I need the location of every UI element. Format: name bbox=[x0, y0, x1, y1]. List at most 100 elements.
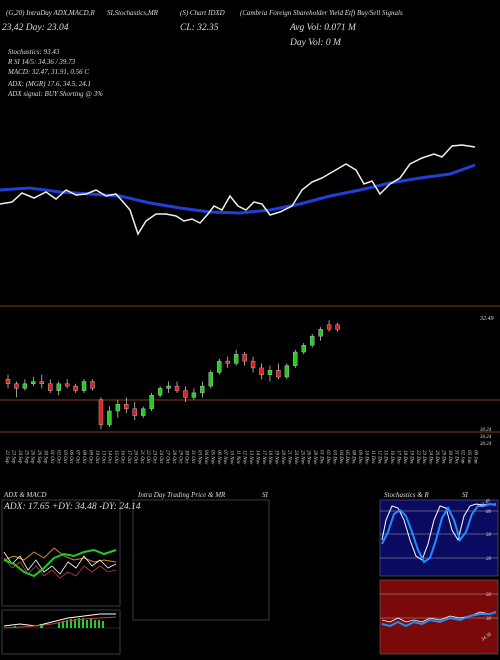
date-tick-label: 10 Oct bbox=[94, 450, 99, 464]
macd-value: MACD: 32.47, 31.91, 0.56 C bbox=[8, 68, 90, 76]
date-tick-label: 02 Dec bbox=[325, 450, 330, 465]
candle-body bbox=[233, 354, 239, 364]
rsi-value: 34.36 bbox=[481, 632, 493, 643]
stoch-level-80: 80 bbox=[486, 510, 492, 515]
candle-body bbox=[293, 351, 298, 366]
date-tick-label: 13 Oct bbox=[100, 450, 105, 464]
candle-body bbox=[48, 383, 53, 391]
stoch-value: 94.49 bbox=[479, 498, 491, 509]
adx-macd-title: ADX & MACD bbox=[4, 491, 47, 499]
candle-body bbox=[31, 381, 36, 385]
date-tick-label: 19 Nov bbox=[274, 450, 279, 465]
date-tick-label: 31 Oct bbox=[190, 450, 195, 464]
date-tick-label: 30 Dec bbox=[447, 450, 452, 465]
support-label-1: 30.24 bbox=[480, 428, 492, 433]
candle-body bbox=[98, 399, 104, 425]
date-tick-label: 06 Oct bbox=[68, 450, 73, 464]
date-tick-label: 23 Dec bbox=[421, 450, 426, 465]
candle-body bbox=[174, 385, 180, 391]
date-tick-label: 09 Dec bbox=[357, 450, 362, 465]
date-tick-label: 30 Oct bbox=[184, 450, 189, 464]
date-tick-label: 29 Sep bbox=[36, 450, 41, 464]
date-tick-label: 30 Sep bbox=[43, 450, 48, 464]
candle-body bbox=[39, 381, 44, 385]
date-tick-label: 17 Oct bbox=[126, 450, 131, 464]
date-tick-label: 25 Nov bbox=[299, 450, 304, 465]
date-tick-label: 17 Nov bbox=[261, 450, 266, 465]
candle-body bbox=[242, 354, 247, 362]
date-tick-label: 12 Dec bbox=[376, 450, 381, 465]
rsi-panel bbox=[379, 579, 499, 655]
date-tick-label: 15 Oct bbox=[113, 450, 118, 464]
candle-body bbox=[73, 385, 78, 391]
date-tick-label: 18 Nov bbox=[267, 450, 272, 465]
candle-body bbox=[225, 360, 230, 364]
date-tick-label: 23 Sep bbox=[10, 450, 15, 464]
candle-body bbox=[335, 324, 340, 330]
candle-body bbox=[90, 381, 95, 389]
date-tick-label: 15 Dec bbox=[383, 450, 388, 465]
date-tick-label: 16 Oct bbox=[120, 450, 125, 464]
candle-body bbox=[157, 388, 163, 396]
adx-signal: ADX signal: BUY Shorting @ 3% bbox=[8, 90, 103, 98]
candle-body bbox=[250, 360, 256, 369]
date-tick-label: 02 Jan bbox=[460, 450, 465, 464]
rsi-level-30: 30 bbox=[486, 617, 492, 622]
date-tick-label: 12 Nov bbox=[242, 450, 247, 465]
date-axis: 22 Sep 23 Sep 24 Sep 25 Sep 26 Sep 29 Sep 30 S… bbox=[4, 450, 478, 465]
close-price: CL: 32.35 bbox=[180, 23, 219, 33]
resistance-label: 32.49 bbox=[479, 315, 494, 322]
day-volume: Day Vol: 0 M bbox=[290, 38, 341, 48]
date-tick-label: 29 Dec bbox=[440, 450, 445, 465]
date-tick-label: 24 Sep bbox=[17, 450, 22, 464]
date-tick-label: 07 Oct bbox=[75, 450, 80, 464]
moving-average-line bbox=[0, 163, 476, 215]
stochastics-value: Stochastics: 93.43 bbox=[8, 48, 60, 56]
date-tick-label: 10 Dec bbox=[363, 450, 368, 465]
rsi-level-50: 50 bbox=[486, 593, 492, 598]
date-tick-label: 11 Dec bbox=[370, 450, 375, 465]
adx-values: ADX: 17.65 +DY: 34.48 -DY: 24.14 bbox=[4, 502, 141, 512]
date-tick-label: 05 Dec bbox=[344, 450, 349, 465]
date-tick-label: 05 Nov bbox=[209, 450, 214, 465]
candle-body bbox=[310, 335, 315, 346]
candle-body bbox=[284, 365, 290, 378]
candle-body bbox=[124, 404, 129, 409]
date-tick-label: 01 Oct bbox=[49, 450, 54, 464]
date-tick-label: 22 Sep bbox=[4, 450, 9, 464]
stoch-level-50: 50 bbox=[486, 533, 492, 538]
date-tick-label: 21 Nov bbox=[286, 450, 291, 465]
date-tick-label: 10 Nov bbox=[229, 450, 234, 465]
date-tick-label: 31 Dec bbox=[453, 450, 458, 465]
macd-panel bbox=[1, 609, 121, 655]
adx-panel bbox=[1, 499, 121, 607]
stoch-si-label: SI bbox=[462, 491, 468, 499]
date-tick-label: 28 Oct bbox=[171, 450, 176, 464]
rsi-value: R SI 14/5: 34.36 / 39.73 bbox=[8, 58, 76, 66]
date-tick-label: 25 Sep bbox=[23, 450, 28, 464]
date-tick-label: 26 Sep bbox=[30, 450, 35, 464]
header-segment-3: (Cambria Foreign Shareholder Yield Etf) … bbox=[240, 9, 403, 17]
date-tick-label: 17 Dec bbox=[396, 450, 401, 465]
price-line: 23,42 Day: 23.04 bbox=[2, 23, 69, 33]
date-tick-label: 13 Nov bbox=[248, 450, 253, 465]
stoch-title: Stochastics & R bbox=[384, 491, 429, 499]
intraday-si-label: SI bbox=[262, 491, 268, 499]
date-tick-label: 02 Oct bbox=[55, 450, 60, 464]
date-tick-label: 03 Oct bbox=[62, 450, 67, 464]
candle-body bbox=[132, 408, 137, 416]
date-tick-label: 26 Dec bbox=[434, 450, 439, 465]
candle-body bbox=[318, 329, 323, 337]
date-tick-label: 24 Dec bbox=[428, 450, 433, 465]
candle-body bbox=[301, 345, 306, 353]
date-tick-label: 16 Dec bbox=[389, 450, 394, 465]
candle-body bbox=[22, 383, 28, 389]
date-tick-label: 06 Nov bbox=[216, 450, 221, 465]
candle-body bbox=[267, 369, 273, 375]
date-tick-label: 29 Oct bbox=[177, 450, 182, 464]
date-tick-label: 11 Nov bbox=[235, 450, 240, 465]
date-tick-label: 26 Nov bbox=[306, 450, 311, 465]
intraday-panel bbox=[132, 499, 270, 621]
candle-body bbox=[14, 383, 19, 389]
support-label-3: 30.24 bbox=[480, 442, 492, 447]
